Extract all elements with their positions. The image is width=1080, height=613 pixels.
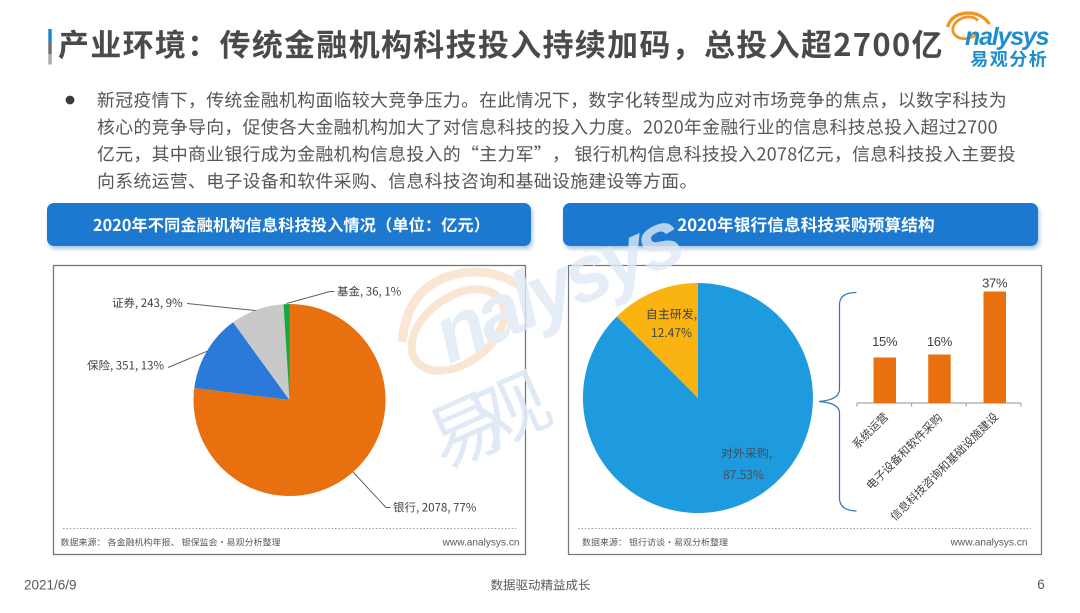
svg-text:37%: 37% — [982, 276, 1008, 291]
svg-text:www.analysys.cn: www.analysys.cn — [950, 538, 1028, 549]
svg-text:2021/6/9: 2021/6/9 — [24, 578, 77, 593]
svg-text:16%: 16% — [927, 334, 953, 349]
svg-text:6: 6 — [1037, 577, 1045, 592]
svg-text:nalysys: nalysys — [965, 23, 1050, 51]
svg-text:www.analysys.cn: www.analysys.cn — [442, 538, 520, 549]
svg-text:15%: 15% — [872, 334, 898, 349]
